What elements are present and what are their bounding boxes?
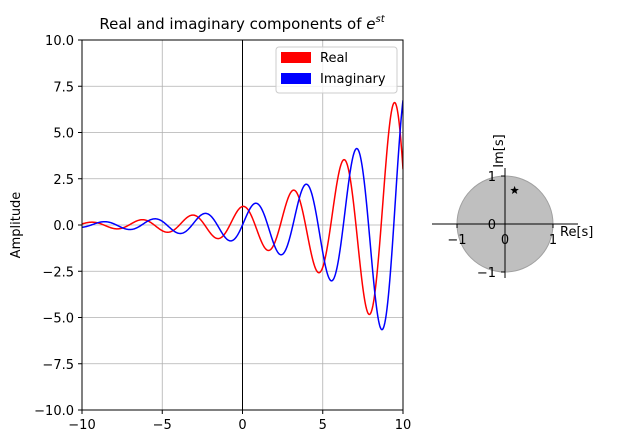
- y-axis-label: Amplitude: [9, 192, 24, 259]
- pole-x-tick-label: 0: [501, 233, 509, 248]
- chart-title: Real and imaginary components of est: [99, 14, 385, 33]
- pole-x-tick-label: 1: [549, 233, 557, 248]
- x-tick-label: 5: [319, 418, 327, 433]
- y-tick-label: 0.0: [53, 219, 74, 234]
- y-tick-label: −10.0: [34, 404, 74, 419]
- pole-y-tick-label: 0: [488, 218, 496, 233]
- x-tick-label: −5: [153, 418, 172, 433]
- x-axis-ticks: −10 −5 0 5 10: [68, 410, 411, 433]
- legend-swatch-real: [281, 52, 311, 63]
- pole-x-tick-label: −1: [447, 233, 466, 248]
- pole-chart: −1 0 1 −1 0 1 Re[s] Im[s]: [432, 134, 593, 281]
- y-tick-label: 5.0: [53, 127, 74, 142]
- pole-axis-ticks: −1 0 1 −1 0 1: [447, 170, 557, 281]
- y-tick-label: 7.5: [53, 80, 74, 95]
- legend-label-imaginary: Imaginary: [320, 72, 386, 87]
- y-tick-label: −7.5: [42, 358, 74, 373]
- legend: Real Imaginary: [275, 46, 398, 94]
- series-group: [82, 100, 403, 331]
- y-tick-label: −2.5: [42, 265, 74, 280]
- y-tick-label: −5.0: [42, 312, 74, 327]
- y-tick-label: 2.5: [53, 173, 74, 188]
- pole-marker: [510, 185, 519, 195]
- x-tick-label: 10: [395, 418, 412, 433]
- main-chart: Real and imaginary components of est −10…: [9, 14, 411, 433]
- y-axis-ticks: −10.0 −7.5 −5.0 −2.5 0.0 2.5 5.0 7.5 10.0: [34, 34, 82, 419]
- legend-label-real: Real: [320, 51, 348, 66]
- pole-points: [510, 185, 519, 195]
- series-line-imaginary: [82, 100, 403, 331]
- pole-y-label: Im[s]: [492, 134, 507, 167]
- x-tick-label: −10: [68, 418, 95, 433]
- x-tick-label: 0: [238, 418, 246, 433]
- legend-swatch-imaginary: [281, 73, 311, 84]
- pole-x-label: Re[s]: [560, 225, 593, 240]
- pole-y-tick-label: 1: [488, 170, 496, 185]
- pole-y-tick-label: −1: [477, 266, 496, 281]
- y-tick-label: 10.0: [45, 34, 74, 49]
